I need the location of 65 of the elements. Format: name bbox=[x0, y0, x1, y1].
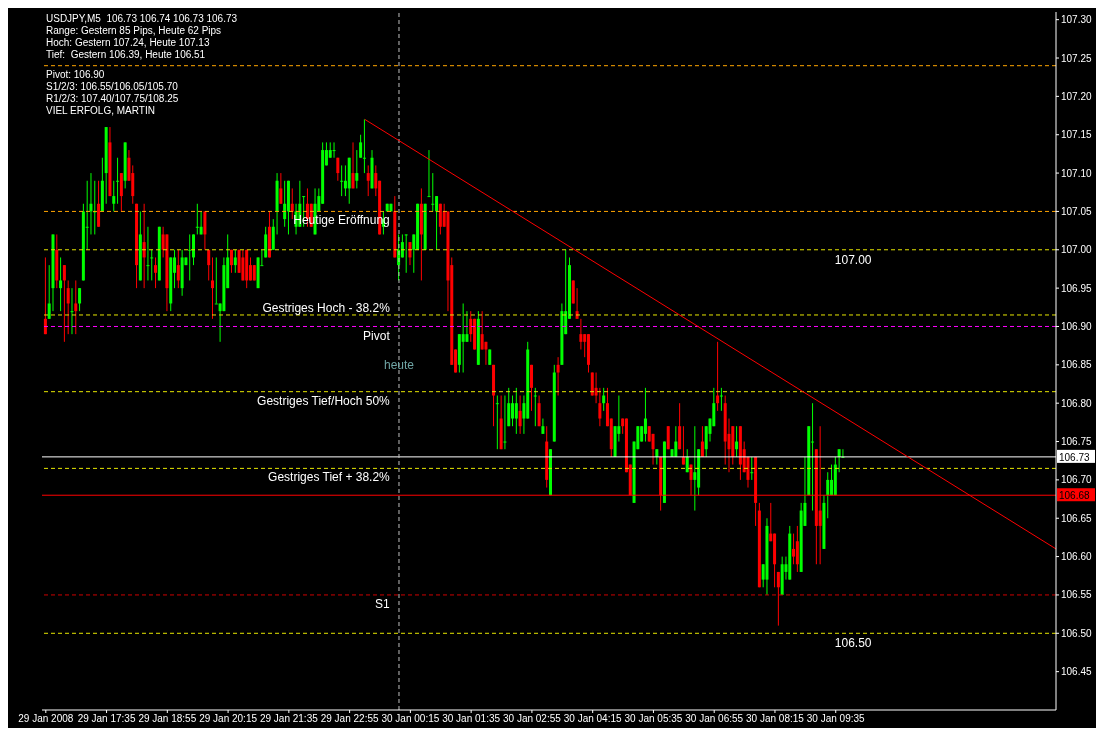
candlestick bbox=[495, 395, 499, 450]
y-tick-label: 106.90 bbox=[1061, 321, 1093, 333]
candlestick bbox=[427, 150, 431, 198]
candlestick bbox=[116, 157, 120, 204]
x-tick-label: 29 Jan 17:35 bbox=[77, 713, 136, 725]
x-tick-label: 30 Jan 04:15 bbox=[563, 713, 623, 725]
x-tick-label: 29 Jan 21:35 bbox=[259, 713, 319, 725]
y-tick-label: 107.25 bbox=[1061, 52, 1093, 64]
x-tick-label: 30 Jan 09:35 bbox=[806, 713, 866, 725]
ref-line-label: Gestriges Tief/Hoch 50% bbox=[257, 393, 391, 408]
y-tick-label: 106.55 bbox=[1061, 589, 1093, 601]
candlestick bbox=[503, 395, 507, 450]
ref-line-label: 107.00 bbox=[834, 252, 872, 267]
y-tick-label: 106.45 bbox=[1061, 666, 1093, 678]
x-tick-label: 30 Jan 02:55 bbox=[503, 713, 562, 725]
annotation: S1/2/3: 106.55/106.05/105.70 bbox=[46, 81, 179, 93]
ref-line-label: Pivot bbox=[363, 329, 391, 344]
annotation: R1/2/3: 107.40/107.75/108.25 bbox=[46, 93, 180, 105]
y-tick-label: 107.10 bbox=[1061, 167, 1093, 179]
ref-line-label: 106.68 bbox=[1059, 490, 1091, 502]
candlestick bbox=[461, 303, 465, 373]
candlestick bbox=[70, 288, 74, 335]
y-tick-label: 106.60 bbox=[1061, 551, 1093, 563]
y-tick-label: 106.75 bbox=[1061, 436, 1093, 448]
x-tick-label: 30 Jan 00:15 bbox=[381, 713, 440, 725]
ref-line-label: 106.50 bbox=[834, 636, 872, 651]
x-tick-label: 29 Jan 20:15 bbox=[199, 713, 258, 725]
candlestick bbox=[719, 387, 723, 411]
y-tick-label: 107.15 bbox=[1061, 129, 1093, 141]
ref-line-label: Gestriges Hoch - 38.2% bbox=[262, 300, 391, 315]
x-tick-label: 29 Jan 2008 bbox=[18, 713, 74, 725]
candlestick bbox=[431, 173, 435, 212]
candlestick bbox=[404, 234, 408, 273]
candlestick bbox=[811, 403, 815, 511]
candlestick bbox=[195, 203, 199, 235]
candlestick bbox=[150, 249, 154, 281]
y-tick-label: 106.70 bbox=[1061, 474, 1093, 486]
y-tick-label: 106.65 bbox=[1061, 512, 1093, 524]
y-tick-label: 107.05 bbox=[1061, 205, 1093, 217]
y-tick-label: 107.20 bbox=[1061, 90, 1093, 102]
candlestick bbox=[146, 226, 150, 281]
x-tick-label: 30 Jan 05:35 bbox=[624, 713, 683, 725]
annotation: VIEL ERFOLG, MARTIN bbox=[46, 105, 156, 117]
annotation: Tief: Gestern 106.39, Heute 106.51 bbox=[46, 49, 207, 61]
annotation: heute bbox=[383, 357, 415, 372]
x-tick-label: 30 Jan 01:35 bbox=[442, 713, 501, 725]
y-tick-label: 106.50 bbox=[1061, 627, 1093, 639]
y-tick-label: 106.85 bbox=[1061, 359, 1093, 371]
y-tick-label: 107.30 bbox=[1061, 14, 1093, 26]
annotation: Hoch: Gestern 107.24, Heute 107.13 bbox=[46, 37, 211, 49]
ref-line-label: Gestriges Tief + 38.2% bbox=[268, 470, 391, 485]
y-tick-label: 106.80 bbox=[1061, 397, 1093, 409]
y-tick-label: 107.00 bbox=[1061, 244, 1093, 256]
ref-line-label: S1 bbox=[375, 596, 391, 611]
ref-line-label: 106.73 bbox=[1059, 451, 1091, 463]
x-tick-label: 30 Jan 06:55 bbox=[685, 713, 744, 725]
chart-title: USDJPY,M5 106.73 106.74 106.73 106.73 bbox=[46, 13, 238, 25]
x-tick-label: 30 Jan 08:15 bbox=[746, 713, 805, 725]
x-tick-label: 29 Jan 22:55 bbox=[320, 713, 379, 725]
x-tick-label: 29 Jan 18:55 bbox=[138, 713, 197, 725]
annotation: Pivot: 106.90 bbox=[46, 69, 106, 81]
candlestick bbox=[332, 142, 336, 158]
annotation: Range: Gestern 85 Pips, Heute 62 Pips bbox=[46, 25, 223, 37]
y-tick-label: 106.95 bbox=[1061, 282, 1093, 294]
candlestick bbox=[533, 387, 537, 427]
